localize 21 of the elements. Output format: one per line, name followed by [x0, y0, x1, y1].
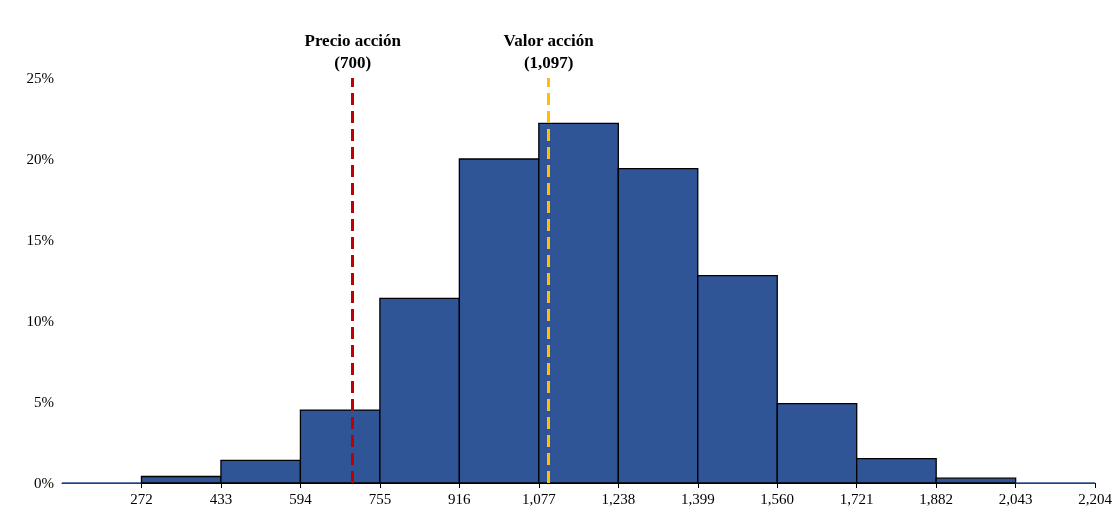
- x-tick-label: 272: [130, 490, 153, 507]
- ref-line-label: Valor acción (1,097): [503, 30, 595, 72]
- y-tick-label: 10%: [26, 313, 54, 329]
- x-tick-label: 1,238: [601, 490, 636, 507]
- x-tick-label: 755: [368, 490, 392, 507]
- x-tick-label: 1,560: [760, 490, 795, 507]
- x-tick-label: 433: [209, 490, 233, 507]
- x-tick-label: 2,204: [1078, 490, 1113, 507]
- x-tick-label: 594: [289, 490, 313, 507]
- y-tick-label: 15%: [26, 232, 54, 248]
- y-tick-label: 25%: [26, 70, 54, 86]
- x-tick-label: 1,399: [680, 490, 715, 507]
- x-tick-label: 1,077: [521, 490, 557, 507]
- y-tick-label: 5%: [34, 394, 54, 410]
- x-tick-label: 916: [448, 490, 472, 507]
- x-tick-label: 1,721: [839, 490, 874, 507]
- y-tick-label: 20%: [26, 151, 54, 167]
- ref-line-label: Precio acción (700): [304, 30, 402, 72]
- x-tick-label: 2,043: [998, 490, 1033, 507]
- x-tick-label: 1,882: [919, 490, 954, 507]
- y-tick-label: 0%: [34, 475, 54, 491]
